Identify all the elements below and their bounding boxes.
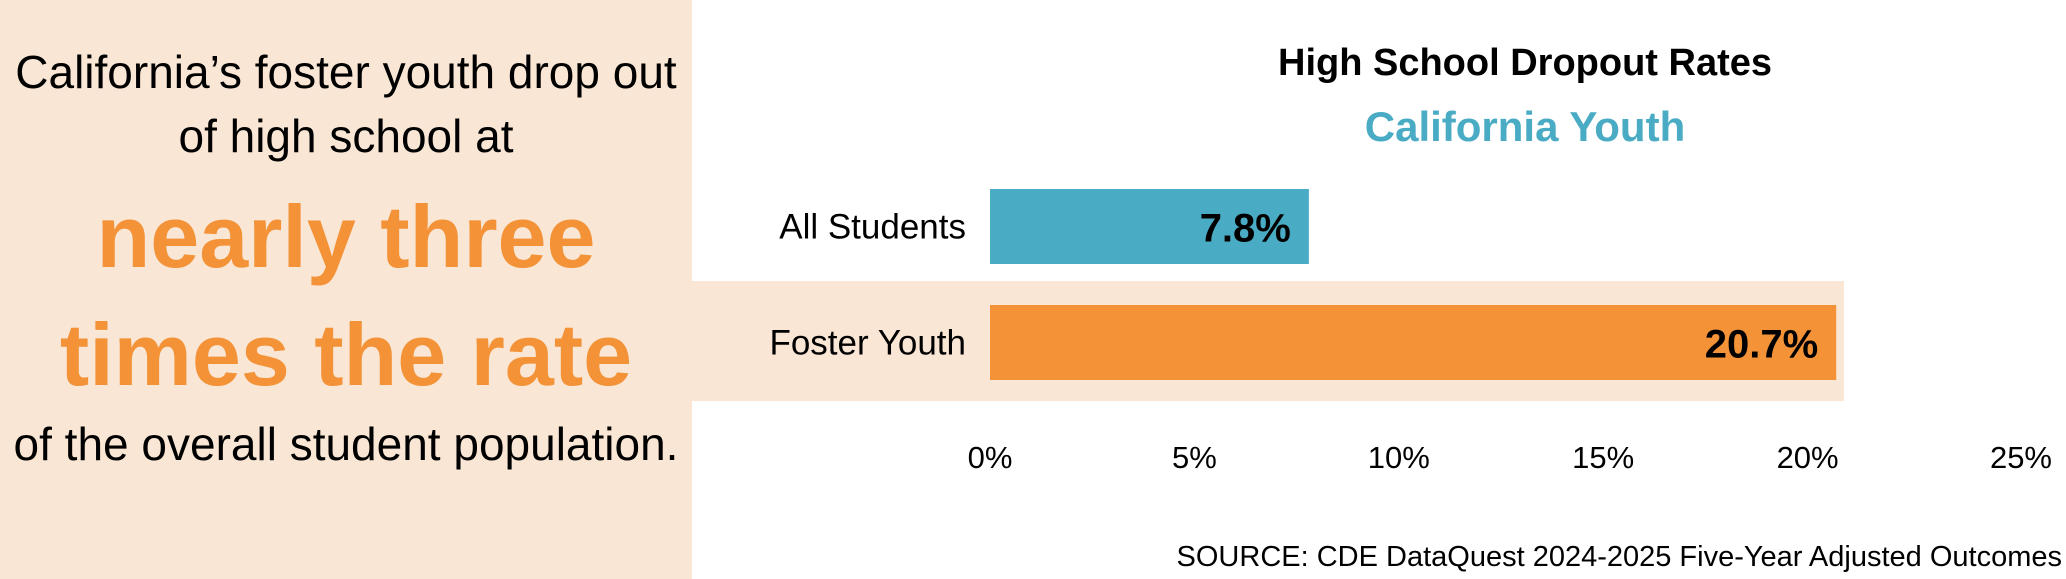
x-tick-label: 5% <box>1172 440 1217 475</box>
bar-foster-youth <box>990 305 1837 380</box>
callout-emphasis: nearly three times the rate <box>59 187 633 404</box>
data-label: 20.7% <box>1705 323 1818 367</box>
chart-subtitle: California Youth <box>1364 103 1686 150</box>
source-note: SOURCE: CDE DataQuest 2024-2025 Five-Yea… <box>1176 541 2062 573</box>
category-label: Foster Youth <box>769 324 966 363</box>
x-tick-label: 0% <box>968 440 1013 475</box>
category-label: All Students <box>779 208 966 247</box>
bar-all-students <box>990 189 1309 264</box>
callout-outro: of the overall student population. <box>13 418 679 470</box>
x-tick-label: 15% <box>1572 440 1634 475</box>
chart-title: High School Dropout Rates <box>1278 42 1772 84</box>
x-tick-label: 10% <box>1368 440 1430 475</box>
x-tick-label: 25% <box>1990 440 2052 475</box>
callout-intro: California’s foster youth drop out of hi… <box>15 46 677 162</box>
data-label: 7.8% <box>1200 207 1291 251</box>
callout-panel: California’s foster youth drop out of hi… <box>0 0 692 579</box>
x-tick-label: 20% <box>1777 440 1839 475</box>
